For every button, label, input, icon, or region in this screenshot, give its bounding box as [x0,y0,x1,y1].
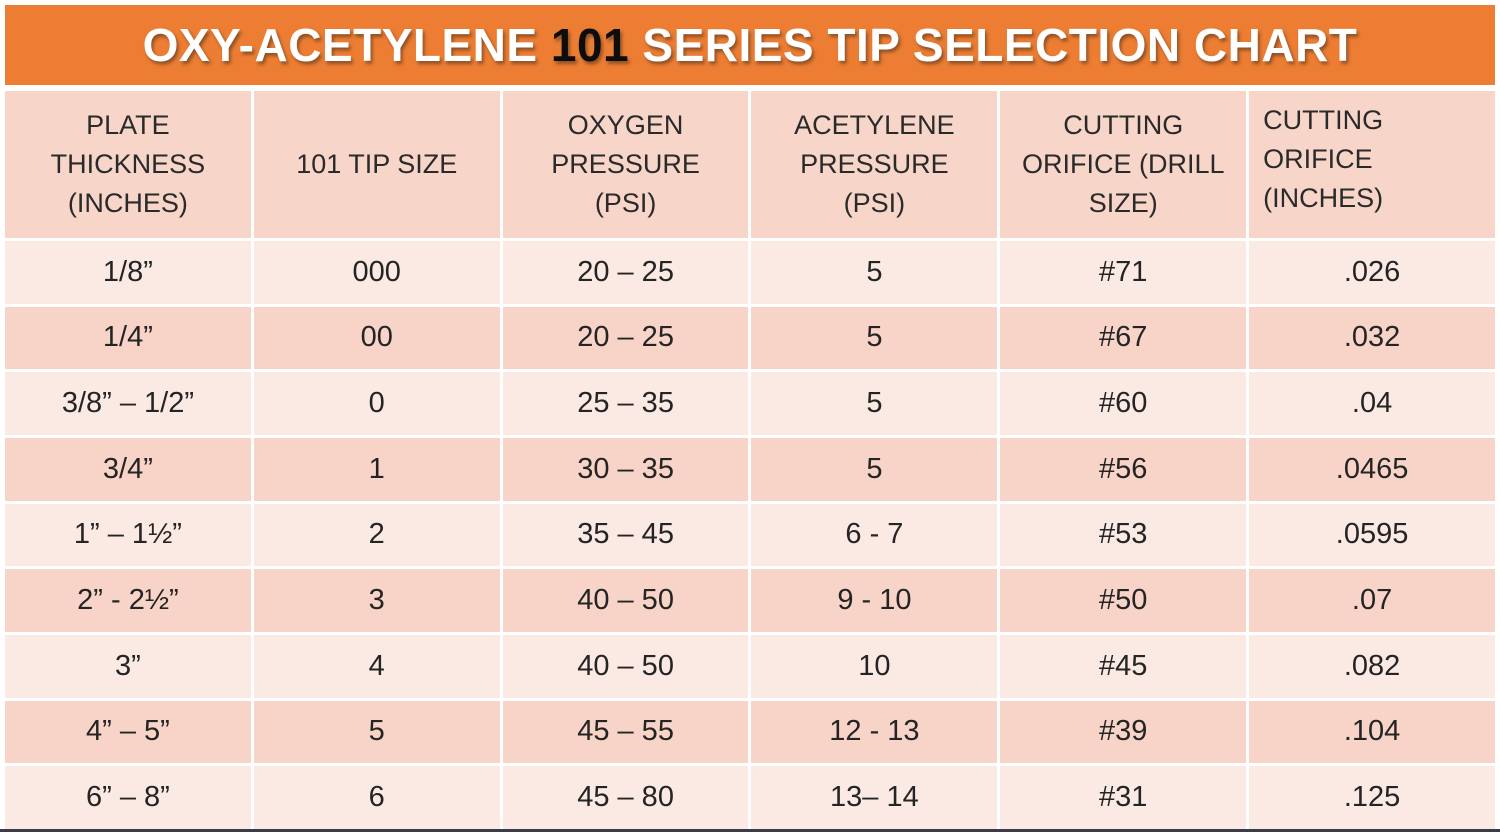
cell-acetylene-pressure: 10 [751,635,998,698]
column-header-plate-thickness: PLATE THICKNESS (INCHES) [5,91,251,238]
cell-cutting-orifice-inches: .104 [1249,700,1495,764]
title-suffix: SERIES TIP SELECTION CHART [642,19,1358,71]
cell-plate-thickness: 3/4” [5,438,251,501]
cell-acetylene-pressure: 5 [751,306,998,370]
cell-cutting-orifice-inches: .07 [1249,569,1495,632]
cell-plate-thickness: 3” [5,635,251,698]
tip-selection-table: PLATE THICKNESS (INCHES) 101 TIP SIZE OX… [5,91,1495,829]
cell-cutting-orifice-drill: #71 [1000,241,1247,304]
cell-oxygen-pressure: 45 – 55 [502,700,749,764]
cell-oxygen-pressure: 40 – 50 [502,635,749,698]
cell-oxygen-pressure: 20 – 25 [502,306,749,370]
column-header-acetylene-pressure: ACETYLENE PRESSURE (PSI) [751,91,998,238]
title-prefix: OXY-ACETYLENE [142,19,538,71]
title-highlight: 101 [550,19,630,71]
cell-cutting-orifice-inches: .0465 [1249,438,1495,501]
cell-oxygen-pressure: 35 – 45 [502,503,749,567]
cell-tip-size: 00 [253,306,500,370]
cell-cutting-orifice-inches: .032 [1249,306,1495,370]
cell-oxygen-pressure: 25 – 35 [502,372,749,435]
cell-plate-thickness: 6” – 8” [5,766,251,829]
cell-acetylene-pressure: 13– 14 [751,766,998,829]
cell-tip-size: 3 [253,569,500,632]
cell-cutting-orifice-inches: .125 [1249,766,1495,829]
cell-cutting-orifice-inches: .082 [1249,635,1495,698]
cell-tip-size: 0 [253,372,500,435]
cell-cutting-orifice-drill: #56 [1000,438,1247,501]
cell-cutting-orifice-drill: #60 [1000,372,1247,435]
column-header-oxygen-pressure: OXYGEN PRESSURE (PSI) [502,91,749,238]
cell-cutting-orifice-drill: #39 [1000,700,1247,764]
cell-oxygen-pressure: 20 – 25 [502,241,749,304]
cell-plate-thickness: 1/8” [5,241,251,304]
cell-cutting-orifice-drill: #67 [1000,306,1247,370]
cell-acetylene-pressure: 5 [751,241,998,304]
column-header-cutting-orifice-inches: CUTTING ORIFICE (INCHES) [1249,91,1495,238]
cell-acetylene-pressure: 6 - 7 [751,503,998,567]
column-header-tip-size: 101 TIP SIZE [253,91,500,238]
cell-tip-size: 2 [253,503,500,567]
cell-cutting-orifice-drill: #45 [1000,635,1247,698]
cell-tip-size: 000 [253,241,500,304]
cell-acetylene-pressure: 9 - 10 [751,569,998,632]
cell-oxygen-pressure: 30 – 35 [502,438,749,501]
cell-plate-thickness: 1” – 1½” [5,503,251,567]
cell-cutting-orifice-drill: #31 [1000,766,1247,829]
cell-acetylene-pressure: 5 [751,438,998,501]
cell-cutting-orifice-inches: .04 [1249,372,1495,435]
page-title: OXY-ACETYLENE 101 SERIES TIP SELECTION C… [143,18,1358,72]
cell-oxygen-pressure: 40 – 50 [502,569,749,632]
cell-plate-thickness: 2” - 2½” [5,569,251,632]
cell-oxygen-pressure: 45 – 80 [502,766,749,829]
cell-cutting-orifice-drill: #53 [1000,503,1247,567]
cell-acetylene-pressure: 12 - 13 [751,700,998,764]
cell-tip-size: 5 [253,700,500,764]
cell-cutting-orifice-inches: .0595 [1249,503,1495,567]
cell-tip-size: 4 [253,635,500,698]
cell-tip-size: 1 [253,438,500,501]
column-header-cutting-orifice-drill: CUTTING ORIFICE (DRILL SIZE) [1000,91,1247,238]
bottom-border [0,829,1500,832]
title-banner: OXY-ACETYLENE 101 SERIES TIP SELECTION C… [5,5,1495,85]
cell-cutting-orifice-inches: .026 [1249,241,1495,304]
cell-tip-size: 6 [253,766,500,829]
cell-plate-thickness: 3/8” – 1/2” [5,372,251,435]
cell-plate-thickness: 4” – 5” [5,700,251,764]
cell-acetylene-pressure: 5 [751,372,998,435]
cell-cutting-orifice-drill: #50 [1000,569,1247,632]
cell-plate-thickness: 1/4” [5,306,251,370]
